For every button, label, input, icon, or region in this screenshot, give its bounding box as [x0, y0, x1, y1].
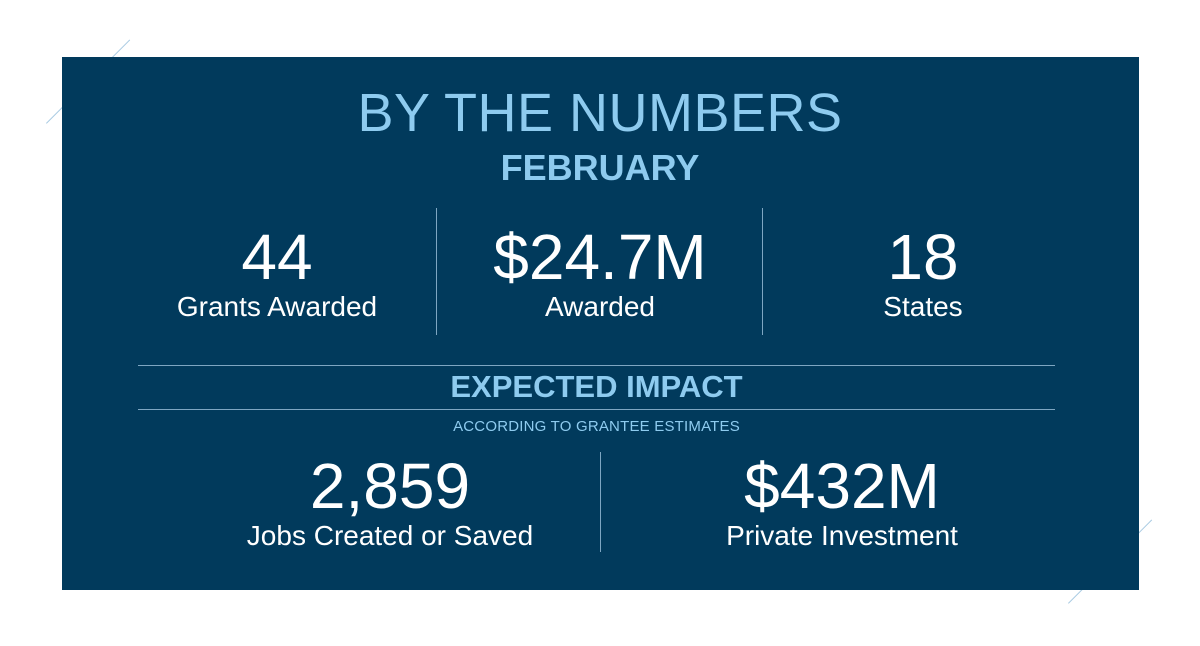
stat-label: Jobs Created or Saved	[246, 520, 534, 551]
divider	[436, 208, 437, 335]
stat-states: 18 States	[778, 225, 1068, 321]
stat-private-investment: $432M Private Investment	[622, 454, 1062, 550]
stat-value: 2,859	[309, 450, 471, 522]
stat-label: Private Investment	[726, 520, 958, 551]
divider	[138, 365, 1055, 366]
impact-title: EXPECTED IMPACT	[450, 369, 743, 404]
stat-value: 18	[887, 221, 959, 293]
stat-label: Awarded	[544, 291, 655, 322]
panel-subtitle-month: FEBRUARY	[500, 147, 700, 188]
divider	[138, 409, 1055, 410]
panel-title: BY THE NUMBERS	[357, 83, 843, 143]
stat-label: Grants Awarded	[176, 291, 378, 322]
impact-subtitle: ACCORDING TO GRANTEE ESTIMATES	[453, 418, 740, 435]
stat-amount-awarded: $24.7M Awarded	[452, 225, 748, 321]
stat-jobs: 2,859 Jobs Created or Saved	[170, 454, 610, 550]
divider	[762, 208, 763, 335]
stat-value: $24.7M	[493, 221, 707, 293]
divider	[600, 452, 601, 552]
stat-value: $432M	[744, 450, 940, 522]
numbers-panel: BY THE NUMBERS FEBRUARY 44 Grants Awarde…	[62, 57, 1139, 590]
stat-value: 44	[241, 221, 313, 293]
stat-label: States	[883, 291, 963, 322]
stat-grants-awarded: 44 Grants Awarded	[132, 225, 422, 321]
